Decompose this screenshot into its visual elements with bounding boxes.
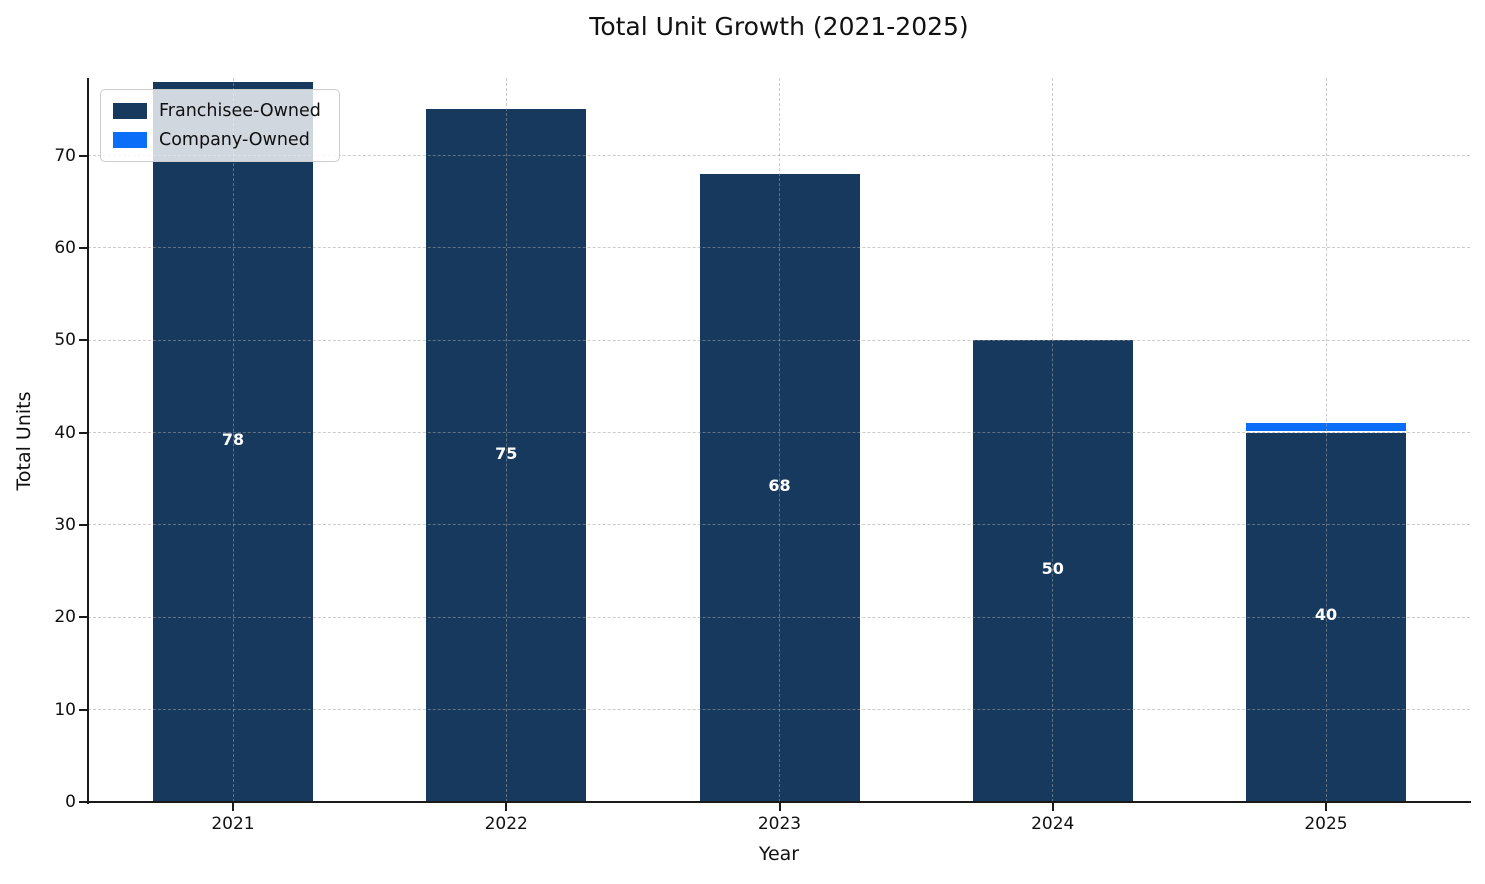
legend: Franchisee-Owned Company-Owned	[100, 89, 340, 162]
x-tick-label-2021: 2021	[211, 814, 255, 834]
gridline-x-2023	[779, 78, 780, 802]
x-tick-2024	[1051, 803, 1054, 811]
y-tick-label-50: 50	[54, 330, 76, 351]
y-tick-10	[79, 708, 87, 711]
y-tick-50	[79, 339, 87, 342]
x-tick-2025	[1325, 803, 1327, 811]
x-axis-line	[87, 801, 1471, 803]
y-tick-70	[79, 154, 87, 157]
x-tick-2021	[232, 803, 234, 811]
bar-value-label-2024: 50	[1041, 559, 1064, 579]
y-tick-label-10: 10	[54, 699, 76, 720]
y-tick-label-30: 30	[54, 514, 76, 535]
y-tick-label-0: 0	[65, 792, 76, 812]
bar-value-label-2022: 75	[495, 443, 518, 463]
x-tick-label-2025: 2025	[1304, 814, 1348, 834]
x-tick-2022	[505, 803, 508, 811]
legend-swatch-company-owned	[113, 132, 147, 148]
y-tick-0	[79, 801, 87, 803]
y-tick-label-70: 70	[54, 145, 76, 166]
gridline-x-2024	[1052, 78, 1054, 802]
y-tick-30	[79, 523, 87, 526]
x-axis-label: Year	[758, 843, 800, 865]
legend-label-company-owned: Company-Owned	[159, 130, 310, 150]
y-tick-label-60: 60	[54, 237, 76, 258]
y-axis-line	[87, 78, 89, 804]
legend-label-franchisee-owned: Franchisee-Owned	[159, 101, 321, 121]
gridline-x-2025	[1325, 78, 1327, 802]
legend-swatch-franchisee-owned	[113, 103, 147, 119]
gridline-x-2022	[505, 78, 507, 802]
x-tick-2023	[778, 803, 781, 811]
x-tick-label-2023: 2023	[757, 814, 802, 834]
y-tick-60	[79, 246, 87, 249]
legend-item-company-owned: Company-Owned	[113, 130, 321, 150]
y-tick-label-20: 20	[54, 607, 76, 628]
y-tick-label-40: 40	[54, 422, 76, 443]
bar-value-label-2025: 40	[1314, 605, 1338, 625]
x-tick-label-2024: 2024	[1031, 814, 1075, 834]
gridline-x-2021	[232, 78, 234, 802]
y-tick-40	[79, 431, 87, 434]
y-tick-20	[79, 616, 87, 619]
x-tick-label-2022: 2022	[484, 814, 528, 834]
legend-item-franchisee-owned: Franchisee-Owned	[113, 101, 321, 121]
bar-value-label-2023: 68	[768, 476, 791, 496]
bar-value-label-2021: 78	[221, 429, 245, 449]
chart-title: Total Unit Growth (2021-2025)	[589, 12, 969, 41]
